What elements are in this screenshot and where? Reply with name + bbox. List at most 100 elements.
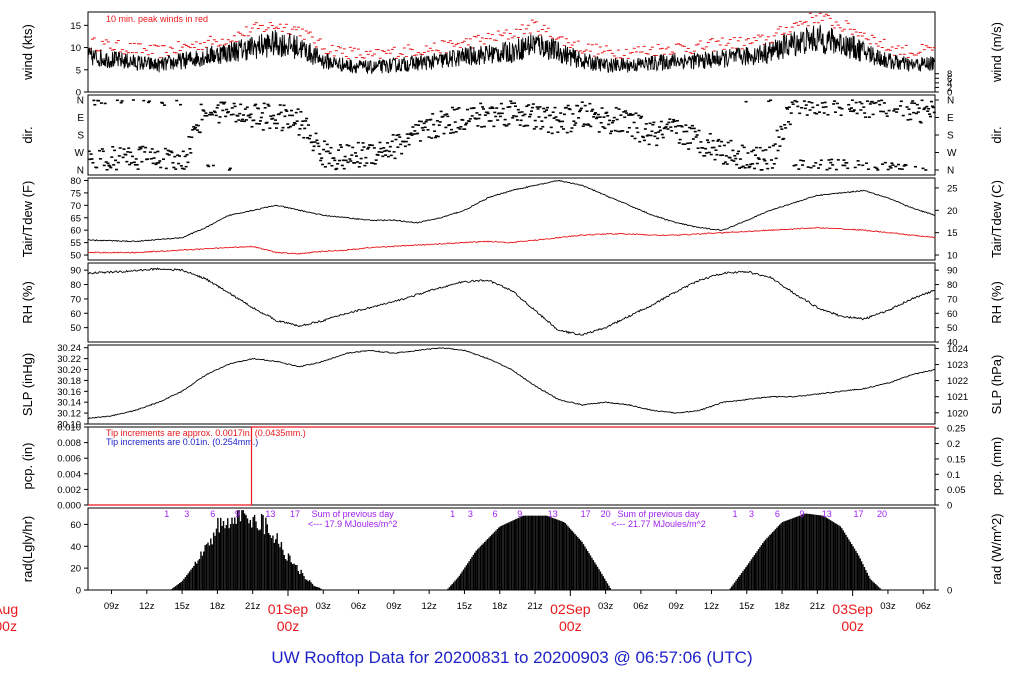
direction-point	[812, 165, 816, 167]
direction-point	[372, 147, 376, 149]
direction-point	[90, 158, 94, 160]
direction-point	[297, 134, 301, 136]
direction-point	[338, 144, 342, 146]
direction-point	[855, 112, 859, 115]
direction-point	[472, 107, 476, 109]
direction-point	[298, 127, 302, 130]
x-tick-label: 03z	[598, 601, 614, 612]
solar-hour-label: 20	[601, 509, 611, 519]
direction-point	[800, 106, 804, 109]
y-tick-label: 20	[70, 564, 81, 575]
direction-point	[618, 130, 622, 133]
direction-point	[390, 140, 394, 143]
direction-point	[254, 103, 258, 106]
direction-point	[477, 117, 481, 120]
direction-point	[796, 105, 800, 108]
direction-point	[359, 157, 363, 160]
direction-point	[162, 158, 166, 160]
direction-point	[395, 134, 399, 137]
direction-point	[449, 132, 453, 134]
y-tick-label: 15	[70, 21, 81, 32]
direction-point	[454, 131, 458, 133]
direction-point	[289, 125, 293, 128]
direction-point	[202, 110, 206, 112]
direction-point	[617, 108, 621, 110]
direction-point	[627, 126, 631, 129]
direction-point	[779, 125, 783, 128]
direction-point	[211, 164, 215, 167]
direction-point	[342, 167, 346, 170]
direction-point	[300, 124, 304, 126]
direction-point	[555, 119, 559, 121]
direction-point	[404, 140, 408, 143]
direction-point	[809, 166, 813, 169]
direction-point	[671, 121, 675, 123]
direction-point	[846, 167, 850, 170]
y-label-right: RH (%)	[989, 281, 1004, 324]
direction-point	[741, 165, 745, 168]
direction-point	[588, 102, 592, 105]
direction-point	[692, 127, 696, 130]
direction-point	[249, 113, 253, 116]
direction-point	[354, 152, 358, 154]
y-label-right: wind (m/s)	[989, 22, 1004, 83]
x-tick-label: 15z	[739, 601, 755, 612]
direction-point	[603, 127, 607, 130]
peak-wind-series	[88, 12, 936, 60]
y-label-left: rad(Lgly/hr)	[20, 516, 35, 582]
direction-point	[399, 143, 403, 146]
direction-point	[429, 118, 433, 121]
direction-point	[173, 155, 177, 158]
direction-point	[422, 122, 426, 125]
direction-point	[489, 120, 493, 122]
direction-point	[295, 120, 299, 122]
direction-point	[904, 164, 908, 166]
y-tick-label: 0.000	[57, 501, 81, 512]
direction-point	[927, 107, 931, 110]
direction-point	[290, 114, 294, 117]
direction-point	[911, 100, 915, 102]
direction-point	[668, 118, 672, 120]
direction-point	[708, 132, 712, 135]
direction-point	[418, 140, 422, 142]
direction-point	[920, 99, 924, 102]
direction-point	[882, 102, 886, 104]
direction-point	[540, 120, 544, 122]
direction-point	[594, 117, 598, 120]
direction-point	[917, 107, 921, 110]
direction-point	[906, 119, 910, 121]
direction-point	[829, 161, 833, 164]
compass-label: N	[77, 96, 84, 107]
direction-point	[899, 100, 903, 103]
direction-point	[737, 167, 741, 169]
direction-point	[327, 162, 331, 165]
direction-point	[775, 129, 779, 132]
solar-hour-label: 1	[733, 509, 738, 519]
direction-point	[475, 112, 479, 114]
direction-point	[924, 169, 928, 171]
direction-point	[669, 126, 673, 128]
direction-point	[629, 114, 633, 116]
direction-point	[491, 107, 495, 110]
direction-point	[832, 103, 836, 105]
direction-point	[802, 100, 806, 102]
direction-point	[862, 106, 866, 108]
direction-point	[353, 162, 357, 164]
direction-point	[481, 106, 485, 108]
direction-point	[873, 166, 877, 169]
direction-point	[845, 162, 849, 164]
direction-point	[875, 167, 879, 170]
direction-point	[448, 124, 452, 126]
direction-point	[506, 106, 510, 108]
direction-point	[704, 147, 708, 150]
direction-point	[194, 126, 198, 129]
y-tick-label: 0.002	[57, 485, 81, 496]
rh-series-0	[87, 267, 936, 336]
direction-point	[243, 108, 247, 110]
direction-point	[413, 130, 417, 132]
direction-point	[363, 164, 367, 167]
direction-point	[373, 163, 377, 165]
direction-point	[478, 113, 482, 116]
direction-point	[830, 158, 834, 161]
y-tick-label-right: 0	[947, 586, 952, 597]
